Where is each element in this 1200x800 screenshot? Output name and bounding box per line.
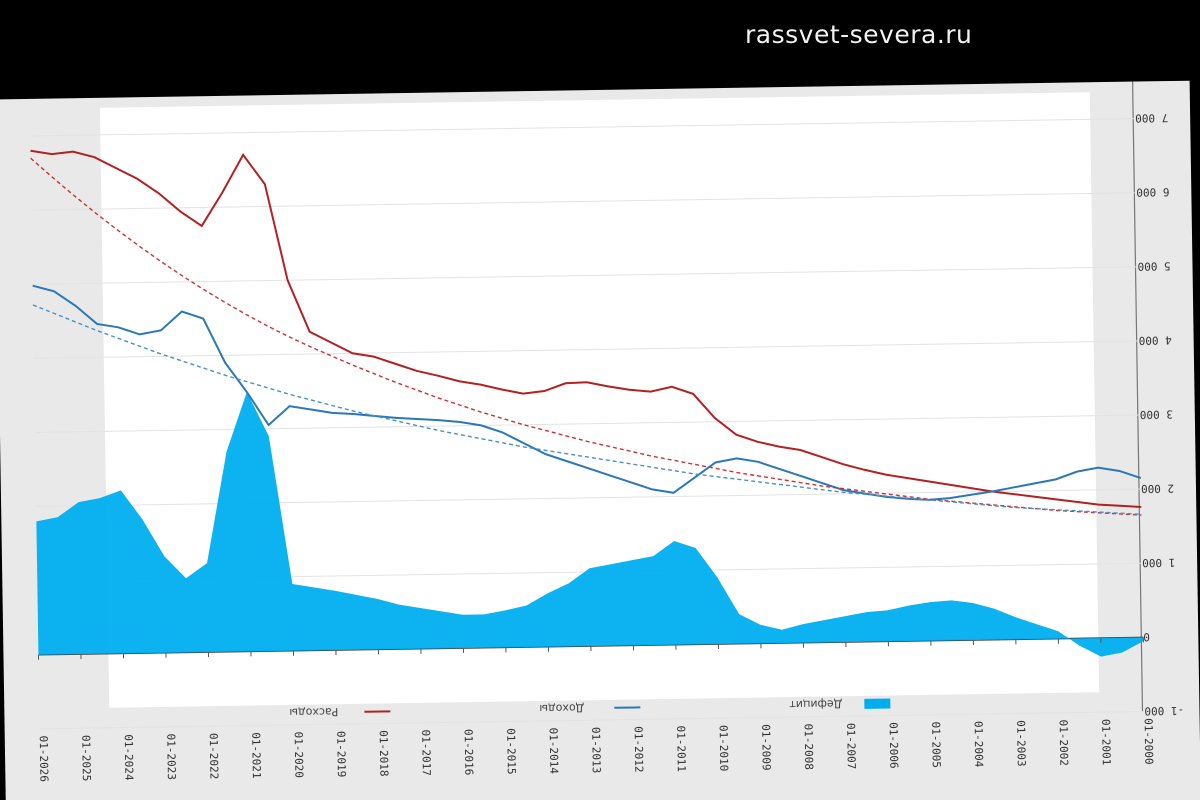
x-tick-label: 01-2017 bbox=[419, 729, 433, 776]
plot-area bbox=[99, 92, 1100, 708]
x-tick-label: 01-2006 bbox=[887, 722, 901, 769]
y-tick-label: 0 bbox=[1143, 630, 1150, 643]
y-tick-label: 4 000 bbox=[1139, 333, 1172, 347]
x-tick-label: 01-2021 bbox=[249, 732, 263, 779]
y-tick-label: 3 000 bbox=[1140, 408, 1173, 422]
legend: Расходы Доходы Дефицит bbox=[289, 697, 891, 719]
y-axis-ticks: -1 000 0 1 000 2 000 3 000 4 000 5 000 6 000 7 0… bbox=[1135, 111, 1184, 717]
gridline-4 bbox=[34, 414, 1140, 433]
trend-line bbox=[32, 304, 1142, 516]
y-tick-label: 2 000 bbox=[1141, 482, 1174, 496]
x-tick-label: 01-2013 bbox=[589, 727, 603, 774]
x-tick-label: 01-2000 bbox=[1142, 718, 1156, 765]
x-tick-label: 01-2018 bbox=[377, 730, 391, 777]
gridline-7 bbox=[31, 192, 1137, 211]
y-tick-label: 6 000 bbox=[1136, 185, 1169, 199]
x-tick-label: 01-2020 bbox=[292, 731, 306, 778]
x-tick-label: 01-2023 bbox=[164, 733, 178, 780]
y-tick-label: 7 000 bbox=[1135, 111, 1168, 125]
legend-label: Дефицит bbox=[789, 697, 843, 711]
y-tick-label: 1 000 bbox=[1142, 556, 1175, 570]
y-tick-label: 5 000 bbox=[1137, 259, 1170, 273]
x-tick-label: 01-2010 bbox=[717, 725, 731, 772]
x-tick-label: 01-2014 bbox=[547, 727, 561, 774]
x-tick-label: 01-2026 bbox=[37, 736, 51, 783]
x-tick-label: 01-2016 bbox=[462, 729, 476, 776]
series-lines bbox=[30, 149, 1142, 516]
x-tick-label: 01-2019 bbox=[334, 731, 348, 778]
x-tick-label: 01-2002 bbox=[1057, 719, 1071, 766]
site-watermark: rassvet-severa.ru bbox=[745, 20, 973, 49]
gridline-6 bbox=[32, 266, 1138, 285]
series-line-expenses bbox=[30, 149, 1142, 508]
gridline-5 bbox=[33, 340, 1139, 359]
deficit-area-path bbox=[36, 392, 1144, 657]
gridline-8 bbox=[30, 118, 1136, 137]
x-tick-label: 01-2005 bbox=[929, 721, 943, 768]
legend-swatch bbox=[864, 698, 891, 709]
x-axis-ticks: 01-2026 01-2025 01-2024 01-2023 01-2022 01-20… bbox=[37, 637, 1156, 783]
x-tick-label: 01-2015 bbox=[504, 728, 518, 775]
x-tick-label: 01-2004 bbox=[972, 721, 986, 768]
legend-label: Расходы bbox=[289, 705, 338, 719]
x-tick-label: 01-2022 bbox=[207, 733, 221, 780]
x-tick-label: 01-2011 bbox=[674, 725, 688, 772]
x-tick-label: 01-2012 bbox=[632, 726, 646, 773]
right-axis bbox=[1131, 81, 1144, 712]
deficit-area bbox=[36, 392, 1144, 657]
trend-line bbox=[30, 157, 1142, 516]
legend-label: Доходы bbox=[539, 701, 584, 715]
series-line-income bbox=[32, 284, 1142, 501]
x-tick-label: 01-2007 bbox=[844, 723, 858, 770]
x-tick-label: 01-2025 bbox=[79, 735, 93, 782]
gridline-0 bbox=[39, 710, 1145, 730]
x-tick-label: 01-2009 bbox=[759, 724, 773, 771]
x-tick-label: 01-2008 bbox=[802, 723, 816, 770]
x-tick-label: 01-2001 bbox=[1099, 719, 1113, 766]
x-tick-label: 01-2024 bbox=[122, 734, 136, 781]
y-tick-label: -1 000 bbox=[1144, 704, 1184, 718]
x-tick-label: 01-2003 bbox=[1014, 720, 1028, 767]
